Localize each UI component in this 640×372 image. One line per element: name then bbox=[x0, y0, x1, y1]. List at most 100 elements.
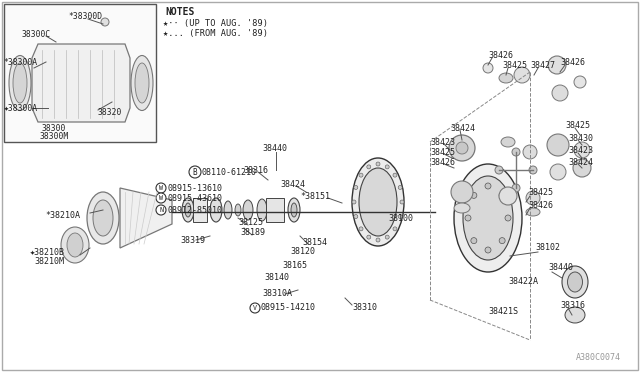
Circle shape bbox=[471, 192, 477, 198]
Ellipse shape bbox=[291, 203, 297, 217]
Circle shape bbox=[573, 159, 591, 177]
Circle shape bbox=[485, 247, 491, 253]
Circle shape bbox=[449, 135, 475, 161]
Circle shape bbox=[385, 235, 389, 239]
Text: B: B bbox=[193, 167, 197, 176]
Circle shape bbox=[156, 183, 166, 193]
Ellipse shape bbox=[210, 198, 222, 222]
Circle shape bbox=[499, 192, 505, 198]
Text: 38427: 38427 bbox=[530, 61, 555, 70]
Text: 38165: 38165 bbox=[282, 260, 307, 269]
Ellipse shape bbox=[562, 266, 588, 298]
Circle shape bbox=[499, 187, 517, 205]
Circle shape bbox=[514, 67, 530, 83]
Text: 38426: 38426 bbox=[560, 58, 585, 67]
Text: 08912-85010: 08912-85010 bbox=[167, 205, 222, 215]
Text: 38300M: 38300M bbox=[40, 131, 69, 141]
Text: 38154: 38154 bbox=[302, 237, 327, 247]
Ellipse shape bbox=[565, 307, 585, 323]
Circle shape bbox=[465, 215, 471, 221]
Circle shape bbox=[547, 134, 569, 156]
Circle shape bbox=[550, 164, 566, 180]
Text: 38430: 38430 bbox=[568, 134, 593, 142]
Circle shape bbox=[400, 200, 404, 204]
Text: A380C0074: A380C0074 bbox=[576, 353, 621, 362]
Text: ★... (FROM AUG. '89): ★... (FROM AUG. '89) bbox=[163, 29, 268, 38]
Text: 38425: 38425 bbox=[528, 187, 553, 196]
Ellipse shape bbox=[499, 73, 513, 83]
Circle shape bbox=[526, 191, 540, 205]
Circle shape bbox=[250, 303, 260, 313]
Polygon shape bbox=[32, 44, 130, 122]
Ellipse shape bbox=[243, 200, 253, 220]
Text: 38440: 38440 bbox=[548, 263, 573, 273]
Circle shape bbox=[485, 183, 491, 189]
Text: 38210M: 38210M bbox=[34, 257, 64, 266]
Bar bbox=[266, 198, 284, 222]
Circle shape bbox=[385, 165, 389, 169]
Circle shape bbox=[495, 166, 503, 174]
Circle shape bbox=[523, 145, 537, 159]
Ellipse shape bbox=[526, 208, 540, 216]
Circle shape bbox=[354, 186, 358, 189]
Circle shape bbox=[512, 148, 520, 156]
Circle shape bbox=[359, 227, 363, 231]
Text: 38320: 38320 bbox=[98, 108, 122, 116]
Text: V: V bbox=[253, 305, 257, 311]
Polygon shape bbox=[120, 188, 172, 248]
Text: 38423: 38423 bbox=[568, 145, 593, 154]
Ellipse shape bbox=[61, 227, 89, 263]
Text: 38424: 38424 bbox=[450, 124, 475, 132]
Text: 38310: 38310 bbox=[352, 304, 377, 312]
Text: 38100: 38100 bbox=[388, 214, 413, 222]
Text: 08915-14210: 08915-14210 bbox=[261, 304, 316, 312]
Ellipse shape bbox=[93, 200, 113, 236]
Text: 38440: 38440 bbox=[262, 144, 287, 153]
Circle shape bbox=[376, 162, 380, 166]
Ellipse shape bbox=[131, 55, 153, 110]
Text: 38310A: 38310A bbox=[262, 289, 292, 298]
Text: 38425: 38425 bbox=[565, 121, 590, 129]
Text: 38425: 38425 bbox=[502, 61, 527, 70]
Text: 38102: 38102 bbox=[535, 244, 560, 253]
Circle shape bbox=[483, 63, 493, 73]
Text: 38316: 38316 bbox=[243, 166, 268, 174]
Circle shape bbox=[456, 142, 468, 154]
Text: 38140: 38140 bbox=[264, 273, 289, 282]
Circle shape bbox=[367, 235, 371, 239]
Text: ★·· (UP TO AUG. '89): ★·· (UP TO AUG. '89) bbox=[163, 19, 268, 28]
Ellipse shape bbox=[13, 63, 27, 103]
Text: ✦38210B: ✦38210B bbox=[30, 247, 65, 257]
Text: 38424: 38424 bbox=[280, 180, 305, 189]
Ellipse shape bbox=[352, 158, 404, 246]
Circle shape bbox=[512, 184, 520, 192]
Text: NOTES: NOTES bbox=[165, 7, 195, 17]
Ellipse shape bbox=[135, 63, 149, 103]
Circle shape bbox=[156, 205, 166, 215]
Ellipse shape bbox=[501, 137, 515, 147]
Text: 08110-61210: 08110-61210 bbox=[202, 167, 257, 176]
Text: 38423: 38423 bbox=[430, 138, 455, 147]
Circle shape bbox=[574, 76, 586, 88]
Text: 38189: 38189 bbox=[240, 228, 265, 237]
Text: 38425: 38425 bbox=[430, 148, 455, 157]
Circle shape bbox=[398, 215, 402, 218]
Ellipse shape bbox=[9, 55, 31, 110]
Circle shape bbox=[505, 215, 511, 221]
Text: 38426: 38426 bbox=[528, 201, 553, 209]
Text: W: W bbox=[159, 195, 163, 201]
Bar bbox=[193, 198, 207, 222]
Ellipse shape bbox=[224, 201, 232, 219]
Text: 08915-13610: 08915-13610 bbox=[167, 183, 222, 192]
Text: N: N bbox=[159, 207, 163, 213]
Circle shape bbox=[189, 166, 201, 178]
Text: 38300: 38300 bbox=[42, 124, 67, 132]
Text: 08915-43610: 08915-43610 bbox=[167, 193, 222, 202]
Text: 38421S: 38421S bbox=[488, 308, 518, 317]
Circle shape bbox=[367, 165, 371, 169]
Ellipse shape bbox=[359, 168, 397, 236]
Circle shape bbox=[529, 166, 537, 174]
Ellipse shape bbox=[185, 203, 191, 217]
Text: 38120: 38120 bbox=[290, 247, 315, 257]
Text: 38426: 38426 bbox=[430, 157, 455, 167]
